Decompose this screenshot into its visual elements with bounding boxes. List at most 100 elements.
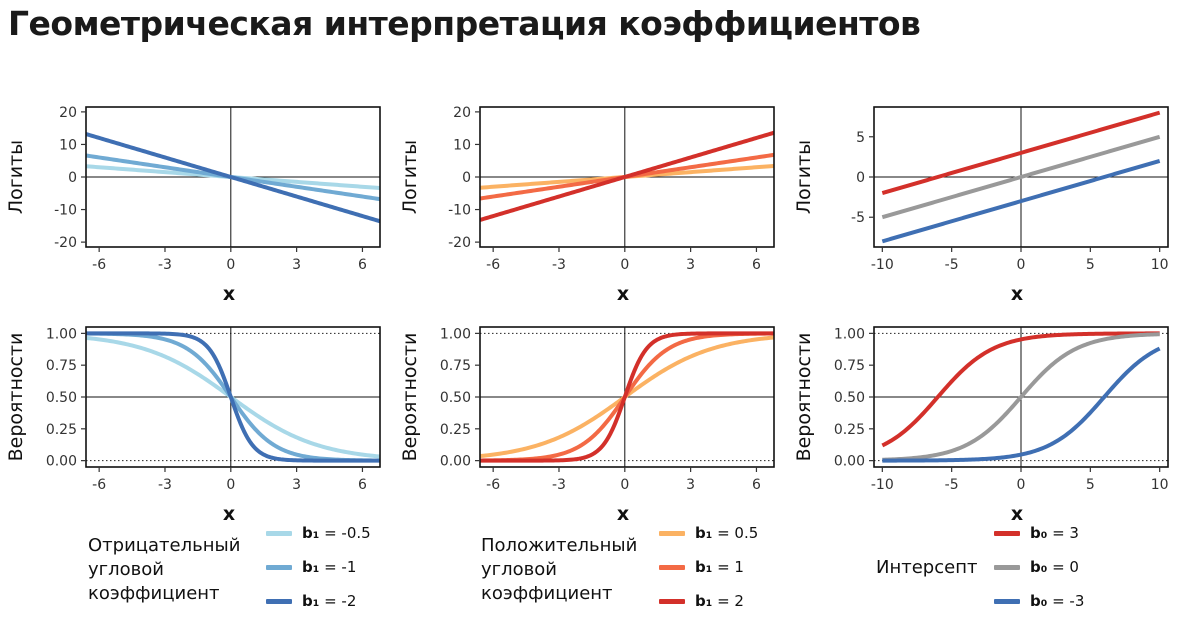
x-tick-label: 6 bbox=[752, 257, 761, 273]
panel-positive-slope-logits: -6 -3 0 3 6 -20 -10 0 10 20 x Логиты bbox=[399, 105, 775, 305]
legend-item: b₀ = 0 bbox=[994, 557, 1079, 577]
legend-swatch bbox=[994, 530, 1020, 536]
x-tick-label: 0 bbox=[1017, 477, 1026, 493]
x-tick-label: 0 bbox=[226, 477, 235, 493]
legend-symbol: b₀ bbox=[1030, 524, 1048, 542]
x-axis-title: x bbox=[223, 283, 235, 305]
legend-label: b₁ = 0.5 bbox=[695, 524, 758, 542]
series-line bbox=[881, 158, 1161, 244]
x-axis-title: x bbox=[1011, 503, 1023, 525]
y-tick-label: 1.00 bbox=[834, 326, 865, 342]
x-tick-label: -5 bbox=[945, 257, 959, 273]
legend-value: = -2 bbox=[319, 592, 357, 610]
y-tick-label: 1.00 bbox=[46, 326, 77, 342]
x-axis-title: x bbox=[617, 283, 629, 305]
y-tick-label: 0.75 bbox=[440, 358, 471, 374]
legend-value: = -3 bbox=[1047, 592, 1085, 610]
x-tick-label: 10 bbox=[1151, 257, 1169, 273]
y-tick-label: 0.50 bbox=[46, 390, 77, 406]
x-tick-label: 6 bbox=[358, 477, 367, 493]
x-tick-label: -6 bbox=[92, 477, 106, 493]
y-tick-label: 10 bbox=[59, 137, 77, 153]
legend-value: = 0.5 bbox=[712, 524, 759, 542]
x-tick-label: -6 bbox=[486, 257, 500, 273]
legend-symbol: b₁ bbox=[302, 558, 320, 576]
y-tick-label: 1.00 bbox=[440, 326, 471, 342]
legend-swatch bbox=[266, 598, 292, 604]
panel-negative-slope-logits: -6 -3 0 3 6 -20 -10 0 10 20 x Логиты bbox=[5, 105, 381, 305]
series-line bbox=[86, 331, 380, 463]
y-axis-title: Вероятности bbox=[5, 333, 27, 462]
y-tick-label: -20 bbox=[448, 235, 471, 251]
y-tick-label: -20 bbox=[54, 235, 77, 251]
x-tick-label: 5 bbox=[1086, 257, 1095, 273]
y-tick-label: 0.00 bbox=[834, 454, 865, 470]
x-tick-label: -3 bbox=[552, 477, 566, 493]
legend-symbol: b₁ bbox=[695, 524, 713, 542]
series-line bbox=[480, 331, 774, 463]
legend-symbol: b₁ bbox=[695, 558, 713, 576]
legend-swatch bbox=[994, 598, 1020, 604]
legend-swatch bbox=[659, 564, 685, 570]
legend-value: = 3 bbox=[1047, 524, 1079, 542]
y-tick-label: -10 bbox=[448, 203, 471, 219]
legend-item: b₁ = 2 bbox=[659, 591, 744, 611]
y-axis-title: Логиты bbox=[793, 140, 815, 214]
legend-swatch bbox=[659, 598, 685, 604]
x-tick-label: -3 bbox=[158, 477, 172, 493]
x-tick-label: 6 bbox=[358, 257, 367, 273]
x-tick-label: 3 bbox=[292, 257, 301, 273]
x-tick-label: 10 bbox=[1151, 477, 1169, 493]
y-tick-label: 5 bbox=[856, 130, 865, 146]
panel-intercept-logits: -10 -5 0 5 10 -5 0 5 x Логиты bbox=[793, 106, 1169, 305]
x-tick-label: 3 bbox=[686, 257, 695, 273]
y-tick-label: 0 bbox=[856, 170, 865, 186]
y-axis-title: Вероятности bbox=[793, 333, 815, 462]
legend-item: b₀ = 3 bbox=[994, 523, 1079, 543]
panel-negative-slope-probabilities: -6 -3 0 3 6 0.00 0.25 0.50 0.75 1.00 x Вероятности bbox=[5, 326, 381, 525]
legend-value: = 1 bbox=[712, 558, 744, 576]
series-line bbox=[881, 134, 1161, 220]
y-tick-label: 20 bbox=[453, 105, 471, 121]
y-axis-title: Вероятности bbox=[399, 333, 421, 462]
legend-value: = -0.5 bbox=[319, 524, 371, 542]
series-line bbox=[882, 332, 1160, 462]
y-tick-label: 0.25 bbox=[834, 422, 865, 438]
y-axis-title: Логиты bbox=[5, 140, 27, 214]
legend-symbol: b₁ bbox=[695, 592, 713, 610]
x-tick-label: 0 bbox=[1017, 257, 1026, 273]
y-tick-label: 10 bbox=[453, 137, 471, 153]
legend-symbol: b₀ bbox=[1030, 592, 1048, 610]
page-title: Геометрическая интерпретация коэффициент… bbox=[8, 4, 921, 43]
legend-label: b₁ = -1 bbox=[302, 558, 356, 576]
x-tick-label: 6 bbox=[752, 477, 761, 493]
x-tick-label: -6 bbox=[486, 477, 500, 493]
legend-title: Интерсепт bbox=[876, 557, 978, 578]
y-tick-label: 0.75 bbox=[46, 358, 77, 374]
y-tick-label: 0.50 bbox=[834, 390, 865, 406]
legend-swatch bbox=[994, 564, 1020, 570]
legend-label: b₁ = -2 bbox=[302, 592, 356, 610]
legend-value: = -1 bbox=[319, 558, 357, 576]
legend-symbol: b₁ bbox=[302, 524, 320, 542]
series-line bbox=[881, 110, 1161, 196]
series-line bbox=[882, 346, 1161, 463]
x-tick-label: 3 bbox=[686, 477, 695, 493]
y-tick-label: 0.00 bbox=[46, 454, 77, 470]
series-line bbox=[881, 331, 1160, 448]
x-tick-label: 3 bbox=[292, 477, 301, 493]
legend-title: Положительный угловой коэффициент bbox=[481, 535, 638, 604]
x-tick-label: -3 bbox=[552, 257, 566, 273]
x-axis-title: x bbox=[617, 503, 629, 525]
legend-swatch bbox=[266, 564, 292, 570]
legend-title: Отрицательный угловой коэффициент bbox=[88, 535, 241, 604]
y-tick-label: 0.25 bbox=[440, 422, 471, 438]
y-tick-label: -5 bbox=[851, 210, 865, 226]
legend-item: b₁ = -0.5 bbox=[266, 523, 371, 543]
x-tick-label: 0 bbox=[226, 257, 235, 273]
legend-item: b₁ = -1 bbox=[266, 557, 356, 577]
legend-value: = 2 bbox=[712, 592, 744, 610]
legend-swatch bbox=[266, 530, 292, 536]
panel-intercept-probabilities: -10 -5 0 5 10 0.00 0.25 0.50 0.75 1.00 x Вероятност… bbox=[793, 326, 1169, 525]
legend-item: b₁ = 0.5 bbox=[659, 523, 758, 543]
